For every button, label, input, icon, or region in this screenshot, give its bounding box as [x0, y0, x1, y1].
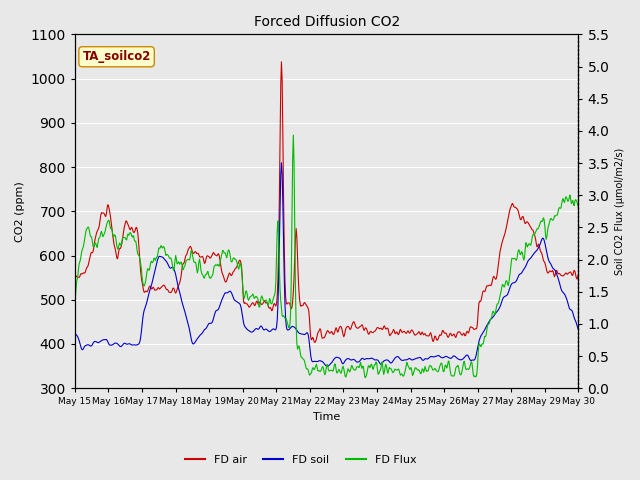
- X-axis label: Time: Time: [313, 412, 340, 422]
- Y-axis label: Soil CO2 Flux (μmol/m2/s): Soil CO2 Flux (μmol/m2/s): [615, 148, 625, 275]
- Legend: FD air, FD soil, FD Flux: FD air, FD soil, FD Flux: [180, 451, 421, 469]
- Title: Forced Diffusion CO2: Forced Diffusion CO2: [253, 15, 400, 29]
- Y-axis label: CO2 (ppm): CO2 (ppm): [15, 181, 25, 241]
- Text: TA_soilco2: TA_soilco2: [83, 50, 151, 63]
